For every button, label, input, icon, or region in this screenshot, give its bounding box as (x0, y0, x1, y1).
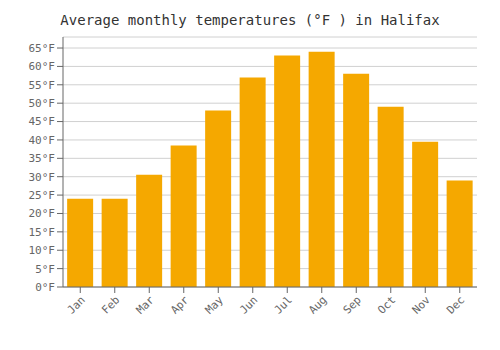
svg-text:Apr: Apr (168, 293, 192, 317)
svg-text:40°F: 40°F (29, 134, 56, 147)
svg-text:10°F: 10°F (29, 244, 56, 257)
svg-text:15°F: 15°F (29, 226, 56, 239)
svg-text:Dec: Dec (444, 293, 467, 316)
svg-text:0°F: 0°F (35, 281, 55, 294)
svg-text:35°F: 35°F (29, 152, 56, 165)
svg-text:55°F: 55°F (29, 79, 56, 92)
svg-text:65°F: 65°F (29, 42, 56, 55)
svg-text:30°F: 30°F (29, 171, 56, 184)
svg-text:5°F: 5°F (35, 263, 55, 276)
svg-text:20°F: 20°F (29, 207, 56, 220)
svg-text:Aug: Aug (306, 293, 329, 316)
svg-text:60°F: 60°F (29, 60, 56, 73)
svg-text:May: May (203, 293, 227, 317)
svg-text:Sep: Sep (341, 293, 364, 316)
svg-text:50°F: 50°F (29, 97, 56, 110)
svg-text:Jan: Jan (65, 293, 88, 316)
svg-text:Mar: Mar (134, 293, 158, 317)
html-text:Average monthly temperatures (: Average monthly temperatures (°F ) in Ha… (60, 12, 440, 28)
svg-text:25°F: 25°F (29, 189, 56, 202)
svg-text:Oct: Oct (375, 293, 398, 316)
svg-text:Feb: Feb (99, 293, 122, 316)
svg-text:Jun: Jun (237, 293, 260, 316)
svg-text:Jul: Jul (272, 293, 295, 316)
svg-text:45°F: 45°F (29, 115, 56, 128)
svg-text:Nov: Nov (410, 293, 434, 317)
